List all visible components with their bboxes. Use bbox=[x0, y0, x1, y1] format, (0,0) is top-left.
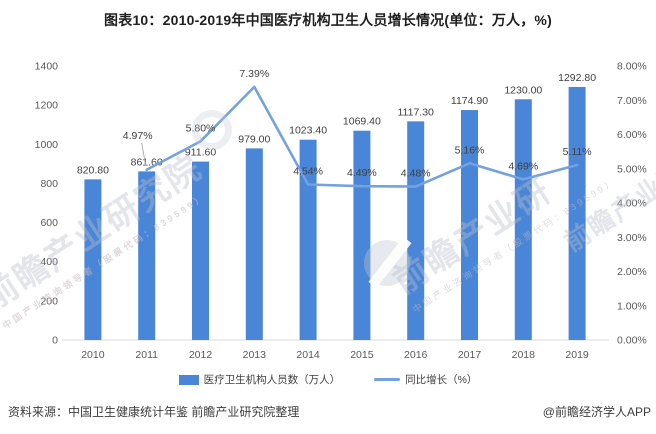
right-axis-tick: 4.00% bbox=[617, 198, 647, 210]
legend-item-bar: 医疗卫生机构人员数（万人） bbox=[178, 372, 341, 387]
line-value-label: 4.69% bbox=[508, 160, 538, 172]
line-value-label: 4.97% bbox=[123, 130, 153, 142]
right-axis-tick: 5.00% bbox=[617, 163, 647, 175]
bar-value-label: 911.60 bbox=[185, 147, 216, 159]
left-axis-tick: 600 bbox=[40, 217, 58, 229]
x-axis-label: 2010 bbox=[81, 349, 105, 361]
chart-title: 图表10：2010-2019年中国医疗机构卫生人员增长情况(单位：万人，%) bbox=[104, 12, 552, 28]
bar-value-label: 1069.40 bbox=[343, 116, 381, 128]
left-axis-tick: 1200 bbox=[35, 100, 59, 112]
bar-value-label: 1117.30 bbox=[397, 106, 434, 118]
bar-value-label: 1292.80 bbox=[558, 72, 596, 84]
bar-2011 bbox=[138, 171, 156, 340]
right-axis-tick: 0.00% bbox=[617, 335, 647, 347]
x-axis-label: 2018 bbox=[512, 349, 536, 361]
bar-value-label: 1023.40 bbox=[289, 125, 327, 137]
x-axis-label: 2014 bbox=[296, 349, 320, 361]
line-value-label: 5.11% bbox=[563, 146, 592, 158]
left-axis-tick: 1400 bbox=[35, 61, 59, 73]
label-leader-line bbox=[141, 142, 147, 166]
line-value-label: 5.80% bbox=[186, 122, 216, 134]
bar-value-label: 979.00 bbox=[238, 133, 270, 145]
bar-2015 bbox=[353, 130, 371, 340]
growth-line bbox=[145, 85, 579, 188]
bar-2017 bbox=[461, 110, 478, 340]
bar-2014 bbox=[299, 139, 317, 340]
bar-2012 bbox=[192, 161, 209, 340]
legend: 医疗卫生机构人员数（万人） 同比增长（%） bbox=[0, 372, 656, 387]
right-axis-tick: 6.00% bbox=[617, 129, 647, 141]
line-value-label: 5.16% bbox=[455, 144, 485, 156]
line-value-label: 4.48% bbox=[401, 168, 431, 180]
x-axis-label: 2016 bbox=[404, 349, 428, 361]
bar-series-label: 医疗卫生机构人员数（万人） bbox=[203, 374, 341, 386]
bar-2018 bbox=[514, 99, 532, 341]
line-value-label: 4.54% bbox=[293, 166, 323, 178]
right-axis-tick: 7.00% bbox=[617, 95, 647, 107]
legend-item-line: 同比增长（%） bbox=[374, 372, 477, 387]
brand-credit: @前瞻经济学人APP bbox=[542, 405, 651, 419]
bar-2013 bbox=[245, 148, 263, 340]
x-axis-label: 2017 bbox=[458, 349, 482, 361]
line-value-label: 7.39% bbox=[239, 68, 269, 80]
bar-value-label: 1174.90 bbox=[451, 95, 488, 107]
right-axis-tick: 1.00% bbox=[617, 300, 647, 312]
line-value-label: 4.49% bbox=[347, 167, 377, 179]
x-axis-label: 2012 bbox=[189, 349, 213, 361]
bar-2010 bbox=[84, 179, 102, 340]
x-axis-label: 2015 bbox=[350, 349, 374, 361]
left-axis-tick: 200 bbox=[40, 295, 58, 307]
bar-2019 bbox=[568, 86, 586, 341]
x-axis-label: 2011 bbox=[135, 349, 158, 361]
footer: 资料来源：中国卫生健康统计年鉴 前瞻产业研究院整理 @前瞻经济学人APP bbox=[8, 403, 651, 420]
right-axis-tick: 3.00% bbox=[617, 232, 647, 244]
line-series-label: 同比增长（%） bbox=[405, 374, 478, 386]
right-axis-tick: 8.00% bbox=[617, 61, 647, 73]
x-axis-label: 2013 bbox=[243, 349, 267, 361]
bar-value-label: 820.80 bbox=[77, 164, 109, 176]
left-axis-tick: 400 bbox=[40, 256, 58, 268]
bar-value-label: 1230.00 bbox=[504, 84, 542, 96]
bar-series-swatch bbox=[178, 374, 199, 385]
line-series-swatch bbox=[374, 378, 401, 381]
left-axis-tick: 0 bbox=[52, 335, 58, 347]
data-source-note: 资料来源：中国卫生健康统计年鉴 前瞻产业研究院整理 bbox=[8, 405, 300, 419]
left-axis-tick: 1000 bbox=[35, 139, 59, 151]
right-axis-tick: 2.00% bbox=[617, 266, 647, 278]
x-axis-label: 2019 bbox=[565, 349, 589, 361]
bar-2016 bbox=[407, 121, 425, 340]
left-axis-tick: 800 bbox=[40, 178, 58, 190]
